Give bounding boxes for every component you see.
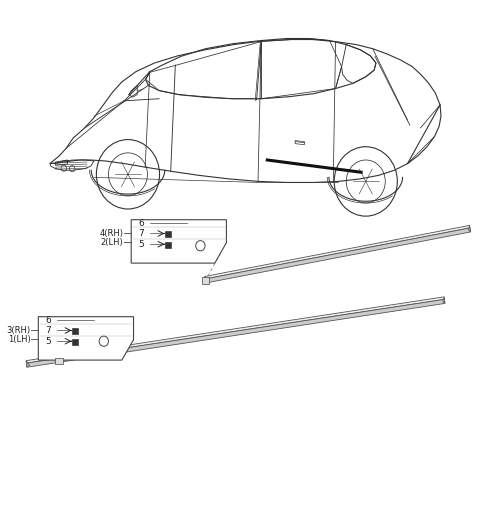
Text: 2(LH): 2(LH) bbox=[100, 238, 123, 247]
Text: 7: 7 bbox=[46, 326, 51, 335]
Polygon shape bbox=[205, 277, 208, 283]
Text: 6: 6 bbox=[138, 219, 144, 228]
Bar bbox=[56, 358, 63, 364]
Text: 5: 5 bbox=[46, 337, 51, 346]
Polygon shape bbox=[26, 361, 30, 367]
Text: 1(LH): 1(LH) bbox=[8, 335, 30, 344]
Text: 4(RH): 4(RH) bbox=[99, 229, 123, 238]
Polygon shape bbox=[38, 317, 133, 360]
Text: 5: 5 bbox=[138, 240, 144, 249]
Polygon shape bbox=[26, 299, 445, 367]
Bar bbox=[72, 328, 78, 334]
Polygon shape bbox=[443, 297, 445, 303]
Text: 6: 6 bbox=[46, 316, 51, 325]
Polygon shape bbox=[26, 297, 444, 363]
Bar bbox=[202, 278, 209, 283]
Polygon shape bbox=[131, 220, 227, 263]
Bar bbox=[72, 338, 78, 345]
Polygon shape bbox=[468, 225, 470, 232]
Polygon shape bbox=[205, 225, 470, 279]
Text: 3(RH): 3(RH) bbox=[6, 326, 30, 335]
Bar bbox=[165, 241, 171, 248]
Bar bbox=[165, 231, 171, 237]
Text: 7: 7 bbox=[138, 229, 144, 238]
Polygon shape bbox=[205, 228, 470, 283]
